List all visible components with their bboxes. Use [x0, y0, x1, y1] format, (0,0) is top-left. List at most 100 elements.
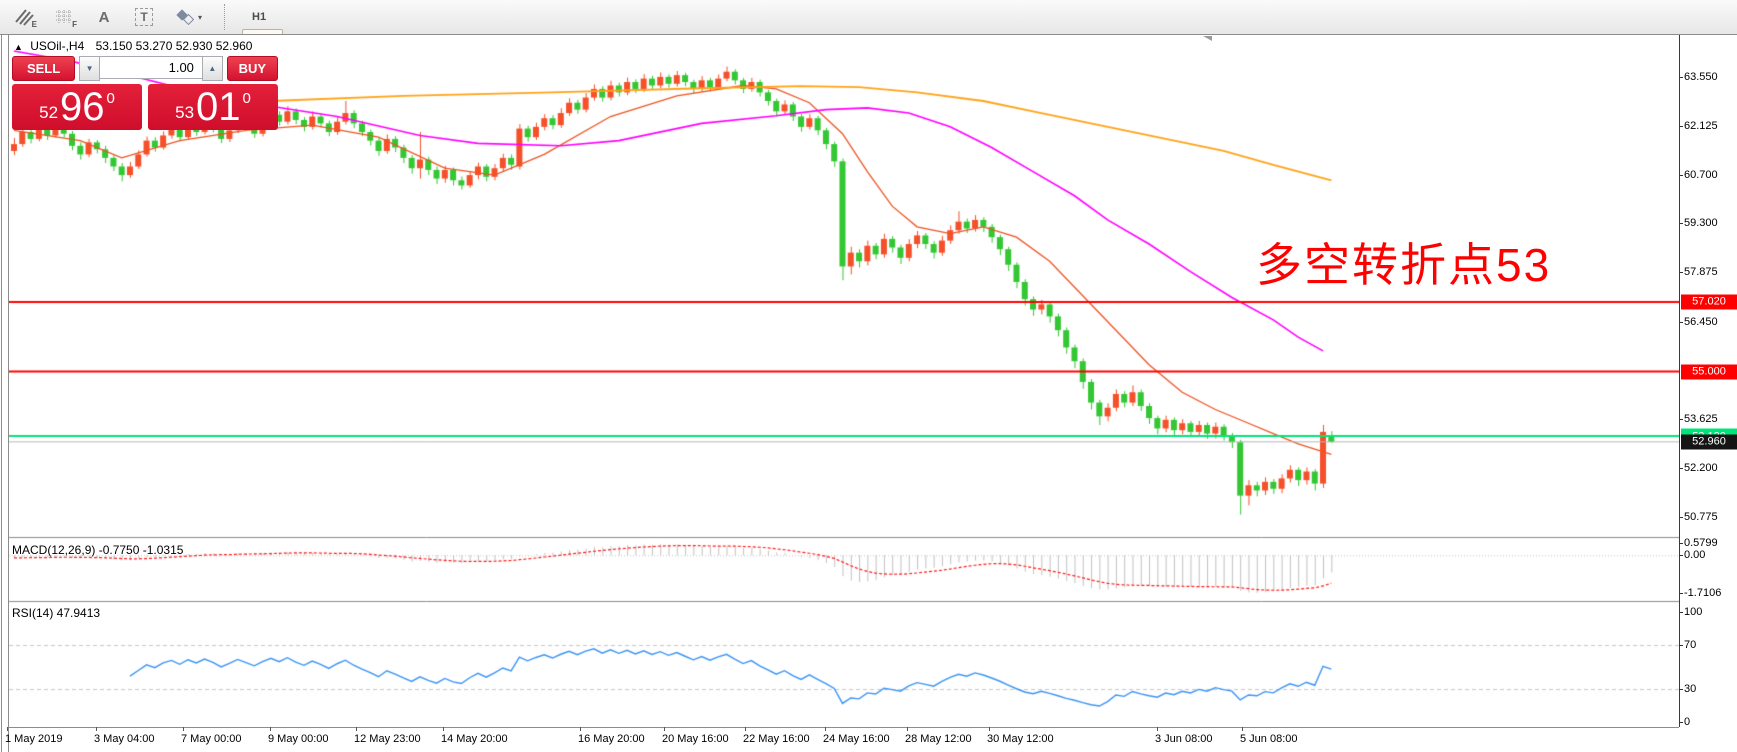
macd-axis-label: -1.7106: [1684, 586, 1722, 599]
volume-decrease-button[interactable]: ▼: [79, 56, 100, 81]
macd-axis-label: 0.5799: [1684, 536, 1718, 549]
price-axis-tick: [1679, 272, 1683, 274]
collapse-triangle-icon[interactable]: ▲: [14, 42, 23, 52]
time-axis-label: 22 May 16:00: [743, 733, 810, 745]
time-axis-tick: [989, 727, 990, 731]
buy-price-small: 53: [175, 103, 195, 122]
chart-left-border: [8, 35, 9, 752]
chart-canvas[interactable]: [9, 35, 1679, 727]
chevron-down-icon: ▾: [197, 12, 202, 22]
rsi-axis-label: 100: [1684, 606, 1703, 619]
price-axis-tick: [1679, 418, 1683, 420]
volume-increase-button[interactable]: ▲: [201, 56, 223, 81]
rsi-axis-tick: [1679, 612, 1683, 614]
macd-axis-label: 0.00: [1684, 549, 1706, 562]
text-label-t-icon[interactable]: T: [128, 3, 160, 31]
chart-top-border: [0, 34, 1737, 35]
rsi-axis-label: 70: [1684, 639, 1697, 652]
time-axis-tick: [1242, 727, 1243, 731]
ohlc-values: 53.150 53.270 52.930 52.960: [95, 39, 253, 53]
shapes-dropdown-icon[interactable]: ▾: [168, 3, 210, 31]
macd-axis-tick: [1679, 555, 1683, 557]
price-axis-line: [1679, 35, 1680, 727]
grid-f-icon[interactable]: F: [56, 10, 77, 29]
time-axis-line: [9, 727, 1679, 728]
volume-input[interactable]: [99, 56, 202, 79]
price-axis-label: 52.200: [1684, 462, 1718, 475]
price-axis-label: 50.775: [1684, 511, 1718, 524]
price-axis-tick: [1679, 76, 1683, 78]
chart-header: ▲ USOil-,H4 53.150 53.270 52.930 52.960: [14, 39, 252, 53]
rsi-axis-tick: [1679, 722, 1683, 724]
price-level-badge: 57.020: [1681, 294, 1737, 310]
time-axis-label: 12 May 23:00: [354, 733, 421, 745]
toolbar-separator: [224, 4, 230, 30]
chart-shift-marker[interactable]: [1203, 36, 1212, 41]
price-level-badge: 52.960: [1681, 434, 1737, 450]
buy-price-display[interactable]: 53 01 0: [148, 84, 278, 130]
price-axis-tick: [1679, 321, 1683, 323]
price-axis-label: 56.450: [1684, 315, 1718, 328]
timeframe-button-h1[interactable]: H1: [252, 11, 267, 23]
time-axis-tick: [745, 727, 746, 731]
time-axis-label: 28 May 12:00: [905, 733, 972, 745]
sell-price-small: 52: [39, 103, 59, 122]
price-axis-tick: [1679, 468, 1683, 470]
symbol-label: USOil-,H4: [30, 39, 85, 53]
sell-button[interactable]: SELL: [12, 56, 76, 81]
buy-price-sup: 0: [242, 90, 251, 107]
price-axis-tick: [1679, 175, 1683, 177]
time-axis-tick: [96, 727, 97, 731]
time-axis-tick: [907, 727, 908, 731]
price-axis-label: 53.625: [1684, 412, 1718, 425]
time-axis-label: 5 Jun 08:00: [1240, 733, 1298, 745]
rsi-axis-label: 30: [1684, 683, 1697, 696]
time-axis-label: 14 May 20:00: [441, 733, 508, 745]
price-axis-label: 59.300: [1684, 217, 1718, 230]
time-axis-tick: [7, 727, 8, 731]
time-axis-tick: [443, 727, 444, 731]
sell-price-sup: 0: [106, 90, 115, 107]
chart-annotation-text: 多空转折点53: [1256, 239, 1552, 291]
rsi-axis-tick: [1679, 689, 1683, 691]
time-axis-tick: [270, 727, 271, 731]
toolbar: E F A T ▾ M1M5M15M30H1H4D1W1MN: [0, 0, 1737, 119]
time-axis-label: 24 May 16:00: [823, 733, 890, 745]
rsi-label: RSI(14) 47.9413: [12, 606, 101, 620]
text-a-icon[interactable]: A: [98, 8, 110, 26]
sell-price-display[interactable]: 52 96 0: [12, 84, 142, 130]
time-axis-label: 9 May 00:00: [268, 733, 329, 745]
price-axis-label: 62.125: [1684, 119, 1718, 132]
time-axis-tick: [825, 727, 826, 731]
buy-button[interactable]: BUY: [226, 56, 278, 81]
price-axis-label: 60.700: [1684, 169, 1718, 182]
time-axis-tick: [183, 727, 184, 731]
time-axis-label: 7 May 00:00: [181, 733, 242, 745]
sell-price-big: 96: [60, 85, 105, 129]
time-axis-label: 30 May 12:00: [987, 733, 1054, 745]
time-axis-label: 1 May 2019: [5, 733, 63, 745]
rsi-axis-label: 0: [1684, 716, 1691, 729]
time-axis-label: 20 May 16:00: [662, 733, 729, 745]
price-axis-label: 63.550: [1684, 70, 1718, 83]
macd-axis-tick: [1679, 542, 1683, 544]
time-axis-tick: [664, 727, 665, 731]
macd-label: MACD(12,26,9) -0.7750 -1.0315: [12, 543, 184, 557]
window-left-border: [1, 35, 2, 752]
time-axis-label: 3 May 04:00: [94, 733, 155, 745]
buy-price-big: 01: [196, 85, 241, 129]
macd-axis-tick: [1679, 592, 1683, 594]
price-axis-tick: [1679, 517, 1683, 519]
price-axis-label: 57.875: [1684, 266, 1718, 279]
price-axis-tick: [1679, 125, 1683, 127]
draw-hatch-e-icon[interactable]: E: [8, 3, 40, 31]
rsi-axis-tick: [1679, 645, 1683, 647]
price-level-badge: 55.000: [1681, 364, 1737, 380]
time-axis-label: 3 Jun 08:00: [1155, 733, 1213, 745]
time-axis-tick: [1157, 727, 1158, 731]
one-click-trading-panel: SELL ▼ ▲ BUY 52 96 0 53 01 0: [12, 56, 278, 130]
time-axis-tick: [580, 727, 581, 731]
time-axis-tick: [356, 727, 357, 731]
time-axis-label: 16 May 20:00: [578, 733, 645, 745]
